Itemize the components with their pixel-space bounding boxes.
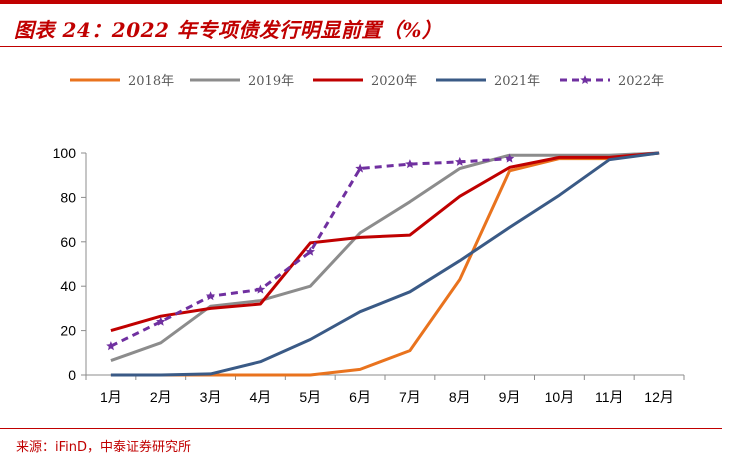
series-line-2020: [110, 151, 660, 333]
x-tick-label: 3月: [200, 389, 222, 405]
series-marker: [504, 153, 515, 163]
legend-label: 2021年: [494, 74, 540, 89]
axis-layer: 0 20 40 60 80 100 1月 2月 3月 4月 5月 6月 7月 8月 9月 10月 11月 12月: [53, 145, 685, 405]
series-line-2021: [110, 151, 660, 377]
x-tick-label: 7月: [399, 389, 421, 405]
x-tick-label: 10月: [545, 389, 575, 405]
legend-label: 2020年: [371, 74, 417, 89]
series-layer: [106, 151, 660, 377]
x-tick-label: 9月: [499, 389, 521, 405]
x-tick-label: 8月: [449, 389, 471, 405]
chart-title: 图表 24：2022 年专项债发行明显前置（%）: [14, 18, 443, 42]
series-line-2022: [110, 157, 510, 348]
x-tick-label: 5月: [299, 389, 321, 405]
y-tick-label: 0: [68, 367, 76, 383]
series-marker: [156, 316, 166, 326]
series-marker: [455, 156, 465, 166]
source-divider: [0, 428, 722, 429]
y-tick-label: 20: [60, 323, 76, 339]
x-tick-label: 2月: [150, 389, 172, 405]
legend: 2018年 2019年 2020年 2021年 2022年: [70, 74, 664, 89]
x-tick-label: 11月: [595, 389, 624, 405]
x-tick-label: 4月: [250, 389, 272, 405]
source-note: 来源：iFinD，中泰证券研究所: [16, 440, 192, 455]
series-marker: [355, 163, 365, 173]
legend-marker: [580, 75, 590, 84]
legend-label: 2019年: [248, 74, 294, 89]
y-tick-label: 100: [53, 145, 77, 161]
series-line-2018: [110, 151, 660, 377]
series-marker: [205, 291, 216, 301]
legend-label: 2022年: [618, 74, 664, 89]
y-tick-label: 40: [60, 278, 76, 294]
x-tick-label: 1月: [100, 389, 122, 405]
x-tick-label: 12月: [644, 389, 674, 405]
x-tick-label: 6月: [349, 389, 371, 405]
y-tick-label: 80: [60, 189, 76, 205]
title-underline: [0, 46, 722, 47]
series-marker: [255, 284, 266, 294]
series-line-2019: [110, 151, 660, 363]
legend-label: 2018年: [128, 74, 174, 89]
series-marker: [405, 159, 415, 169]
series-marker: [305, 246, 315, 256]
series-marker: [106, 341, 116, 351]
y-tick-label: 60: [60, 234, 76, 250]
title-top-bar: [0, 0, 722, 4]
